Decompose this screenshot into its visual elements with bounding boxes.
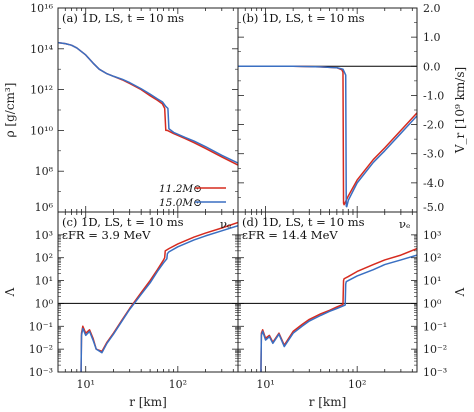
series-line-15	[260, 254, 417, 372]
plot-frame	[237, 211, 418, 373]
y-tick-label: 10³	[35, 229, 53, 242]
y-tick-label: -5.0	[423, 201, 444, 214]
panel-label: (d) 1D, LS, t = 10 ms	[242, 215, 365, 229]
series-line-11	[260, 247, 417, 372]
series-line-11	[80, 221, 238, 372]
y-tick-label: 10⁻³	[423, 366, 447, 379]
x-tick-label: 10¹	[256, 378, 274, 391]
panel-d: 10⁻³ 10⁻² 10⁻¹ 10⁰ 10¹ 10² 10³ (d) 1D, LS, t = …	[237, 211, 467, 409]
y-axis-label: V_r [10⁹ km/s]	[453, 67, 467, 154]
series-group	[80, 221, 238, 372]
y-tick-label: 10¹⁴	[30, 43, 53, 56]
x-axis-label: r [km]	[129, 395, 167, 409]
neutrino-label: νₑ	[399, 217, 410, 231]
series-line-15	[80, 225, 238, 372]
plot-frame	[237, 7, 418, 213]
y-tick-label: 10¹⁶	[30, 2, 53, 15]
panel-a: 10⁶ 10⁸ 10¹⁰ 10¹² 10¹⁴ 10¹⁶ (a) 1D, LS, t = 10…	[3, 2, 239, 214]
series-group	[260, 247, 417, 372]
series-group	[58, 41, 238, 166]
y-axis-label: ρ [g/cm³]	[3, 83, 17, 138]
plot-frame	[57, 7, 239, 213]
x-tick-label: 10²	[169, 378, 187, 391]
panel-annotation: εFR = 3.9 MeV	[62, 228, 151, 242]
y-tick-label: 10³	[423, 229, 441, 242]
legend: 11.2M⊙ 15.0M⊙	[159, 183, 226, 209]
y-tick-label: 10⁸	[35, 165, 54, 178]
y-tick-label: -2.0	[423, 119, 444, 132]
panel-label: (b) 1D, LS, t = 10 ms	[242, 11, 365, 25]
y-axis-label: Λ	[453, 287, 467, 297]
legend-label-11: 11.2M⊙	[159, 183, 202, 195]
y-tick-label: 10⁻²	[29, 343, 53, 356]
y-tick-label: -3.0	[423, 148, 444, 161]
y-tick-label: 10²	[423, 252, 441, 265]
y-tick-label: 10⁻²	[423, 343, 447, 356]
series-line-11	[238, 65, 417, 206]
y-tick-label: 1.0	[423, 31, 441, 44]
x-tick-label: 10²	[348, 378, 366, 391]
y-tick-label: 10²	[35, 252, 53, 265]
y-tick-label: 10⁻³	[29, 366, 53, 379]
y-tick-label: -1.0	[423, 89, 444, 102]
y-tick-label: 0.0	[423, 60, 441, 73]
y-tick-label: 10⁰	[423, 297, 442, 310]
panel-label: (c) 1D, LS, t = 10 ms	[62, 215, 184, 229]
panel-c: 10⁻³ 10⁻² 10⁻¹ 10⁰ 10¹ 10² 10³ (c) 1D, LS, t = …	[3, 211, 239, 409]
series-line-15	[238, 65, 417, 208]
y-tick-label: 10⁻¹	[29, 320, 53, 333]
series-line-15	[58, 41, 238, 164]
legend-label-15: 15.0M⊙	[159, 197, 202, 209]
y-tick-label: 10¹	[423, 275, 441, 288]
y-axis-label: Λ	[3, 287, 17, 297]
y-tick-label: 10¹⁰	[30, 124, 53, 137]
y-tick-label: 10⁶	[35, 201, 54, 214]
panel-b: -5.0 -4.0 -3.0 -2.0 -1.0 0.0 1.0 2.0 (b) 1D, LS,…	[237, 2, 467, 214]
x-tick-label: 10¹	[77, 378, 95, 391]
series-line-11	[58, 41, 238, 166]
panel-label: (a) 1D, LS, t = 10 ms	[62, 11, 184, 25]
y-tick-label: 2.0	[423, 2, 441, 15]
panel-annotation: εFR = 14.4 MeV	[242, 228, 338, 242]
y-tick-label: -4.0	[423, 177, 444, 190]
y-tick-label: 10⁰	[35, 297, 54, 310]
neutrino-label: νₑ	[220, 217, 231, 231]
x-axis-label: r [km]	[309, 395, 347, 409]
y-tick-label: 10⁻¹	[423, 320, 447, 333]
y-tick-label: 10¹²	[30, 84, 53, 97]
series-group	[238, 65, 417, 208]
y-tick-label: 10¹	[35, 275, 53, 288]
